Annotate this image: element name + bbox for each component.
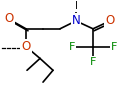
Text: O: O bbox=[4, 12, 14, 25]
Text: F: F bbox=[111, 42, 117, 52]
Text: N: N bbox=[72, 14, 80, 27]
Text: O: O bbox=[21, 40, 31, 53]
Text: O: O bbox=[105, 14, 115, 27]
Text: I: I bbox=[75, 1, 77, 11]
Text: F: F bbox=[90, 57, 96, 67]
Text: F: F bbox=[69, 42, 75, 52]
